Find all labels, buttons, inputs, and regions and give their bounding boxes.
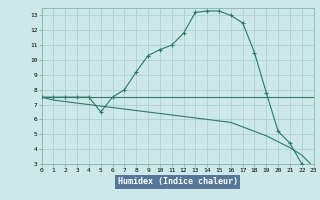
X-axis label: Humidex (Indice chaleur): Humidex (Indice chaleur) xyxy=(118,177,237,186)
